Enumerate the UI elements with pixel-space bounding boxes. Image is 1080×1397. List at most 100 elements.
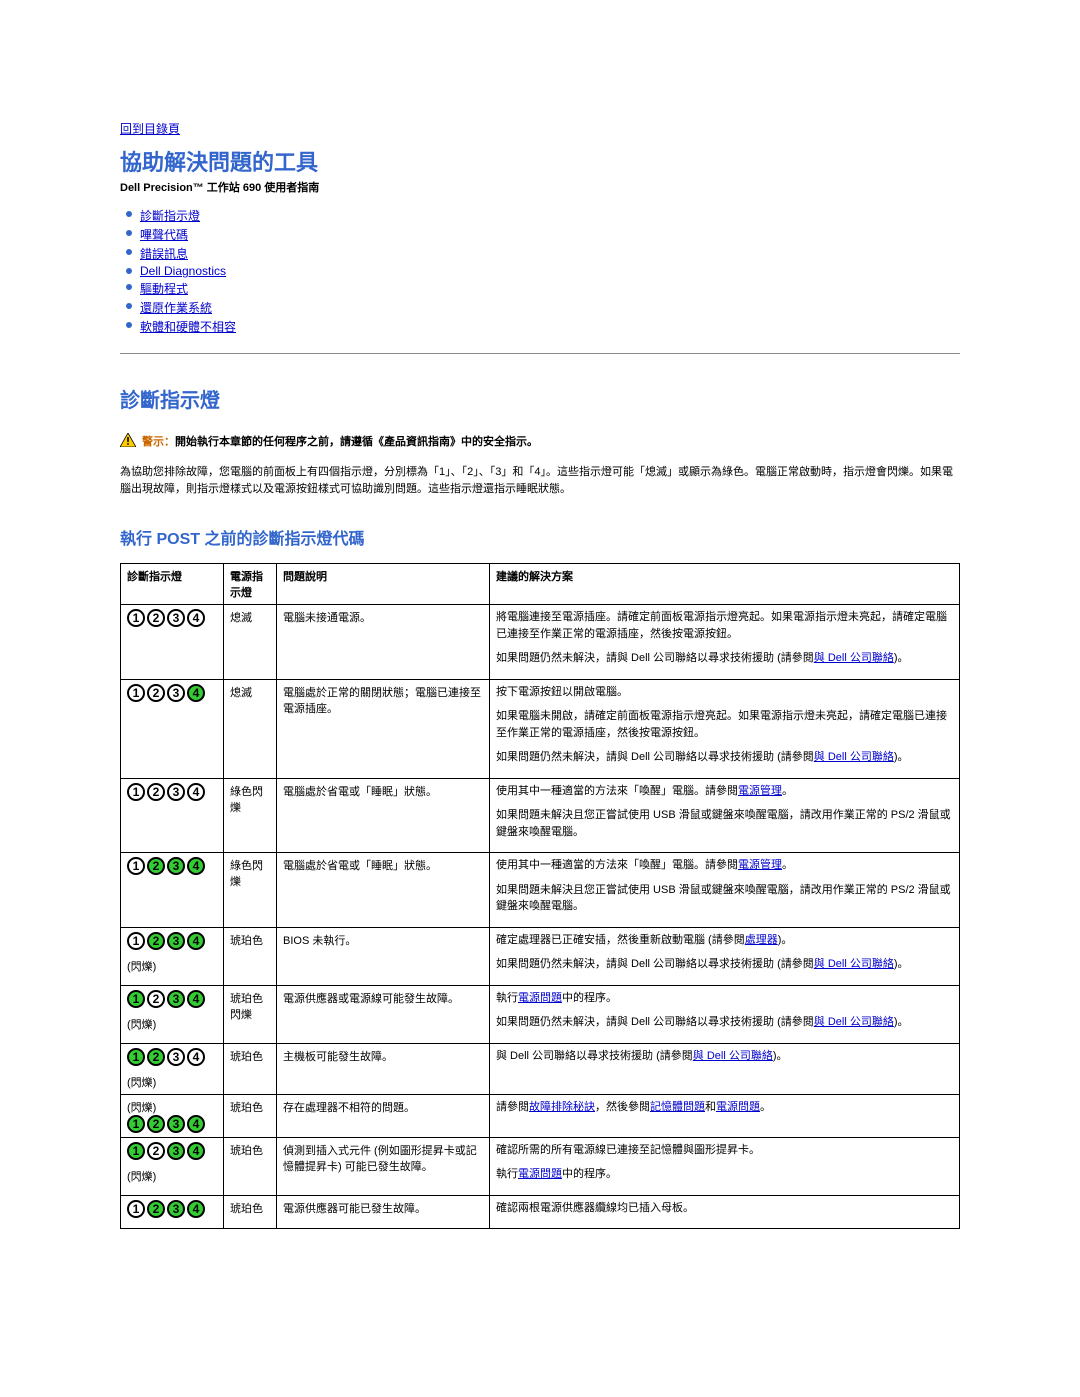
th-power: 電源指示燈 <box>224 564 277 605</box>
inline-link[interactable]: 與 Dell 公司聯絡 <box>814 751 894 763</box>
led-indicator: 1 <box>127 609 145 627</box>
warning-block: 警示：開始執行本章節的任何程序之前，請遵循《產品資訊指南》中的安全指示。 <box>120 433 960 450</box>
led-indicator: 3 <box>167 684 185 702</box>
nav-link[interactable]: 嗶聲代碼 <box>140 228 188 242</box>
section-title-pre-post-codes: 執行 POST 之前的診斷指示燈代碼 <box>120 525 960 549</box>
table-row: 1234綠色閃爍電腦處於省電或「睡眠」狀態。使用其中一種適當的方法來「喚醒」電腦… <box>121 853 960 928</box>
table-row: (閃爍)1234琥珀色存在處理器不相符的問題。請參閱故障排除秘訣，然後參閱記憶體… <box>121 1094 960 1137</box>
inline-link[interactable]: 與 Dell 公司聯絡 <box>814 1016 894 1028</box>
cell-solution: 確認所需的所有電源線已連接至記憶體與圖形提昇卡。執行電源問題中的程序。 <box>490 1137 960 1195</box>
led-indicator: 3 <box>167 990 185 1008</box>
blink-label: (閃爍) <box>127 1099 217 1115</box>
solution-step: 如果問題未解決且您正嘗試使用 USB 滑鼠或鍵盤來喚醒電腦，請改用作業正常的 P… <box>496 882 953 915</box>
inline-link[interactable]: 電源管理 <box>738 859 782 871</box>
cell-lights: 1234 <box>121 605 224 680</box>
nav-link[interactable]: 錯誤訊息 <box>140 247 188 261</box>
divider <box>120 353 960 354</box>
solution-step: 如果電腦未開啟，請確定前面板電源指示燈亮起。如果電源指示燈未亮起，請確定電腦已連… <box>496 708 953 741</box>
led-indicator: 3 <box>167 932 185 950</box>
cell-power: 熄滅 <box>224 605 277 680</box>
nav-link[interactable]: Dell Diagnostics <box>140 264 226 278</box>
table-row: 1234(閃爍)琥珀色BIOS 未執行。確定處理器已正確安插，然後重新啟動電腦 … <box>121 927 960 985</box>
warning-body: 開始執行本章節的任何程序之前，請遵循《產品資訊指南》中的安全指示。 <box>175 436 538 448</box>
diagnostic-table: 診斷指示燈 電源指示燈 問題說明 建議的解決方案 1234熄滅電腦未接通電源。將… <box>120 563 960 1229</box>
cell-solution: 與 Dell 公司聯絡以尋求技術援助 (請參閱與 Dell 公司聯絡)。 <box>490 1043 960 1094</box>
inline-link[interactable]: 故障排除秘訣 <box>529 1101 595 1113</box>
cell-power: 琥珀色 <box>224 1137 277 1195</box>
led-indicator: 1 <box>127 1142 145 1160</box>
toc-nav: 診斷指示燈嗶聲代碼錯誤訊息 Dell Diagnostics 驅動程式還原作業系統軟… <box>120 207 960 335</box>
cell-solution: 請參閱故障排除秘訣，然後參閱記憶體問題和電源問題。 <box>490 1094 960 1137</box>
led-indicator: 4 <box>187 1200 205 1218</box>
cell-power: 琥珀色 <box>224 927 277 985</box>
inline-link[interactable]: 電源問題 <box>716 1101 760 1113</box>
led-group: 1234 <box>127 1142 217 1160</box>
th-solution: 建議的解決方案 <box>490 564 960 605</box>
led-indicator: 2 <box>147 1142 165 1160</box>
led-indicator: 2 <box>147 932 165 950</box>
led-indicator: 2 <box>147 1115 165 1133</box>
led-indicator: 4 <box>187 990 205 1008</box>
cell-power: 琥珀色 <box>224 1195 277 1229</box>
warning-icon <box>120 433 136 450</box>
led-indicator: 3 <box>167 783 185 801</box>
solution-step: 如果問題仍然未解決，請與 Dell 公司聯絡以尋求技術援助 (請參閱與 Dell… <box>496 1014 953 1031</box>
cell-power: 綠色閃爍 <box>224 853 277 928</box>
inline-link[interactable]: 與 Dell 公司聯絡 <box>814 958 894 970</box>
blink-label: (閃爍) <box>127 1074 217 1090</box>
blink-label: (閃爍) <box>127 1168 217 1184</box>
inline-link[interactable]: 電源問題 <box>518 992 562 1004</box>
cell-lights: 1234 (閃爍) <box>121 1137 224 1195</box>
led-indicator: 4 <box>187 684 205 702</box>
cell-solution: 執行電源問題中的程序。如果問題仍然未解決，請與 Dell 公司聯絡以尋求技術援助… <box>490 985 960 1043</box>
led-indicator: 3 <box>167 857 185 875</box>
inline-link[interactable]: 與 Dell 公司聯絡 <box>693 1050 773 1062</box>
led-indicator: 1 <box>127 857 145 875</box>
led-indicator: 2 <box>147 990 165 1008</box>
solution-step: 執行電源問題中的程序。 <box>496 1166 953 1183</box>
inline-link[interactable]: 電源管理 <box>738 785 782 797</box>
inline-link[interactable]: 與 Dell 公司聯絡 <box>814 652 894 664</box>
inline-link[interactable]: 記憶體問題 <box>650 1101 705 1113</box>
led-indicator: 1 <box>127 1200 145 1218</box>
nav-link[interactable]: 軟體和硬體不相容 <box>140 320 236 334</box>
nav-link[interactable]: 驅動程式 <box>140 282 188 296</box>
led-indicator: 2 <box>147 1048 165 1066</box>
cell-solution: 使用其中一種適當的方法來「喚醒」電腦。請參閱電源管理。如果問題未解決且您正嘗試使… <box>490 778 960 853</box>
solution-step: 執行電源問題中的程序。 <box>496 990 953 1007</box>
table-row: 1234熄滅電腦未接通電源。將電腦連接至電源插座。請確定前面板電源指示燈亮起。如… <box>121 605 960 680</box>
led-group: 1234 <box>127 1048 217 1066</box>
solution-step: 請參閱故障排除秘訣，然後參閱記憶體問題和電源問題。 <box>496 1099 953 1116</box>
led-indicator: 1 <box>127 783 145 801</box>
led-indicator: 2 <box>147 783 165 801</box>
inline-link[interactable]: 處理器 <box>745 934 778 946</box>
intro-paragraph: 為協助您排除故障，您電腦的前面板上有四個指示燈，分別標為「1」、「2」、「3」和… <box>120 464 960 497</box>
page-title: 協助解決問題的工具 <box>120 145 960 177</box>
cell-solution: 按下電源按鈕以開啟電腦。如果電腦未開啟，請確定前面板電源指示燈亮起。如果電源指示… <box>490 679 960 778</box>
cell-desc: 存在處理器不相符的問題。 <box>277 1094 490 1137</box>
cell-desc: BIOS 未執行。 <box>277 927 490 985</box>
cell-lights: 1234 <box>121 853 224 928</box>
warning-text: 警示：開始執行本章節的任何程序之前，請遵循《產品資訊指南》中的安全指示。 <box>142 433 538 449</box>
page-subtitle: Dell Precision™ 工作站 690 使用者指南 <box>120 179 960 195</box>
nav-link[interactable]: 診斷指示燈 <box>140 209 200 223</box>
cell-lights: 1234(閃爍) <box>121 927 224 985</box>
cell-solution: 使用其中一種適當的方法來「喚醒」電腦。請參閱電源管理。如果問題未解決且您正嘗試使… <box>490 853 960 928</box>
solution-step: 按下電源按鈕以開啟電腦。 <box>496 684 953 701</box>
led-indicator: 1 <box>127 990 145 1008</box>
nav-link[interactable]: 還原作業系統 <box>140 301 212 315</box>
inline-link[interactable]: 電源問題 <box>518 1168 562 1180</box>
back-to-toc-link[interactable]: 回到目錄頁 <box>120 122 180 136</box>
led-indicator: 3 <box>167 1048 185 1066</box>
led-indicator: 2 <box>147 684 165 702</box>
led-indicator: 4 <box>187 932 205 950</box>
warning-lead: 警示： <box>142 436 175 448</box>
led-indicator: 4 <box>187 1115 205 1133</box>
solution-step: 確認所需的所有電源線已連接至記憶體與圖形提昇卡。 <box>496 1142 953 1159</box>
cell-desc: 偵測到插入式元件 (例如圖形提昇卡或記憶體提昇卡) 可能已發生故障。 <box>277 1137 490 1195</box>
table-row: 1234(閃爍)琥珀色主機板可能發生故障。與 Dell 公司聯絡以尋求技術援助 … <box>121 1043 960 1094</box>
led-indicator: 1 <box>127 1115 145 1133</box>
led-indicator: 2 <box>147 857 165 875</box>
cell-lights: (閃爍)1234 <box>121 1094 224 1137</box>
solution-step: 如果問題未解決且您正嘗試使用 USB 滑鼠或鍵盤來喚醒電腦，請改用作業正常的 P… <box>496 807 953 840</box>
